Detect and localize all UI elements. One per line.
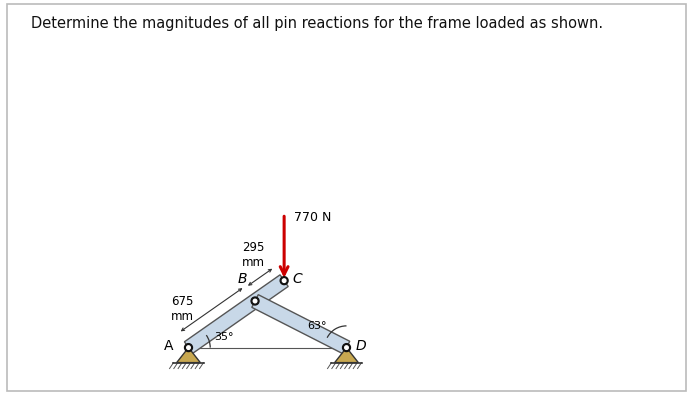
Polygon shape	[184, 275, 288, 354]
Circle shape	[280, 276, 288, 284]
Text: 675
mm: 675 mm	[170, 295, 194, 322]
Text: 295
mm: 295 mm	[243, 241, 265, 269]
Text: Determine the magnitudes of all pin reactions for the frame loaded as shown.: Determine the magnitudes of all pin reac…	[31, 16, 604, 31]
Text: B: B	[238, 272, 247, 286]
Circle shape	[186, 346, 191, 350]
Text: 770 N: 770 N	[294, 211, 331, 224]
Circle shape	[251, 297, 259, 305]
Text: 35°: 35°	[214, 332, 234, 342]
Circle shape	[342, 344, 351, 352]
Text: C: C	[293, 272, 303, 286]
Polygon shape	[177, 348, 200, 363]
Text: 63°: 63°	[307, 321, 326, 331]
Polygon shape	[335, 348, 358, 363]
Circle shape	[344, 346, 349, 350]
Text: D: D	[356, 339, 366, 353]
Polygon shape	[252, 295, 350, 354]
Circle shape	[184, 344, 193, 352]
Circle shape	[253, 299, 257, 303]
Text: A: A	[164, 339, 173, 353]
Circle shape	[282, 279, 286, 282]
